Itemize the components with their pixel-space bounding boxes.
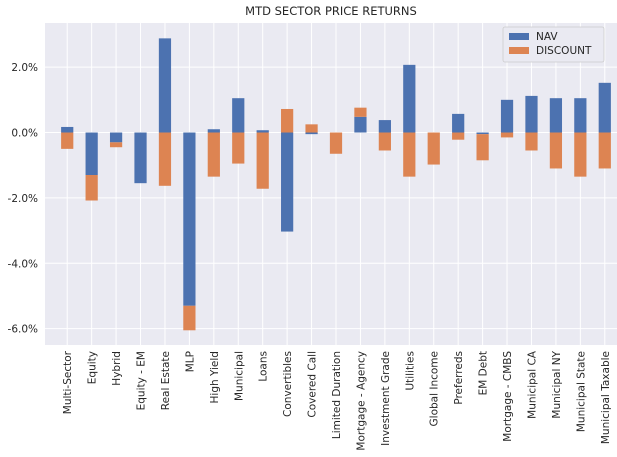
legend-label-nav: NAV <box>536 31 558 43</box>
y-tick-label: 0.0% <box>11 128 38 140</box>
y-tick-label: 2.0% <box>11 62 38 74</box>
bar-discount-municipal-ny <box>549 132 563 169</box>
bar-nav-equity-em <box>134 132 147 184</box>
x-tick-label: MLP <box>184 351 196 372</box>
bar-nav-equity <box>85 132 98 176</box>
bar-discount-loans <box>256 132 269 189</box>
bar-nav-municipal-taxable <box>598 82 611 133</box>
legend-label-discount: DISCOUNT <box>536 45 592 57</box>
bar-discount-municipal-ca <box>525 132 538 151</box>
y-axis-ticks: 2.0% 0.0% -2.0% -4.0% -6.0% <box>8 62 38 336</box>
bar-discount-investment-grade <box>378 132 391 151</box>
bar-discount-high-yield <box>207 132 220 177</box>
bar-discount-covered-call <box>305 124 318 133</box>
bar-nav-investment-grade <box>378 120 391 133</box>
bar-nav-municipal-state <box>574 98 587 133</box>
x-tick-label: Limited Duration <box>331 351 343 439</box>
x-tick-label: Global Income <box>429 351 441 426</box>
bar-discount-municipal <box>232 132 245 164</box>
bar-nav-high-yield <box>207 129 220 133</box>
x-tick-label: Hybrid <box>111 351 123 386</box>
x-tick-label: EM Debt <box>478 351 490 395</box>
bar-nav-utilities <box>403 64 416 133</box>
bar-discount-municipal-taxable <box>598 132 611 169</box>
bar-nav-mortgage-agency <box>354 116 367 133</box>
x-tick-label: Municipal CA <box>526 350 538 419</box>
legend: NAV DISCOUNT <box>502 26 605 63</box>
bar-nav-municipal-ny <box>549 98 563 133</box>
bar-discount-real-estate <box>158 132 172 186</box>
x-tick-label: Municipal State <box>575 351 587 432</box>
chart-title: MTD SECTOR PRICE RETURNS <box>245 4 417 18</box>
x-tick-label: Covered Call <box>307 351 319 418</box>
bar-discount-limited-duration <box>329 132 343 154</box>
x-tick-label: Mortgage - CMBS <box>502 351 514 442</box>
x-tick-label: Real Estate <box>160 351 172 410</box>
bar-discount-mortgage-agency <box>354 107 367 117</box>
bar-discount-multi-sector <box>61 132 74 149</box>
x-tick-label: Mortgage - Agency <box>355 351 367 451</box>
x-tick-label: Municipal Taxable <box>600 351 612 444</box>
legend-swatch-nav <box>509 33 529 40</box>
bar-nav-multi-sector <box>61 126 74 133</box>
y-tick-label: -6.0% <box>8 324 38 336</box>
x-tick-label: Equity - EM <box>136 351 148 410</box>
bar-discount-mlp <box>183 305 196 331</box>
x-tick-label: Multi-Sector <box>62 350 74 414</box>
x-tick-label: High Yield <box>209 351 221 403</box>
bar-discount-preferreds <box>452 132 465 140</box>
bar-discount-em-debt <box>476 134 489 161</box>
bar-discount-mortgage-cmbs <box>500 132 514 138</box>
bar-discount-convertibles <box>281 108 294 133</box>
bar-discount-utilities <box>403 132 416 177</box>
bar-discount-municipal-state <box>574 132 587 177</box>
x-tick-label: Utilities <box>404 351 416 391</box>
bar-nav-municipal-ca <box>525 95 538 133</box>
y-tick-label: -2.0% <box>8 193 38 205</box>
x-tick-label: Municipal <box>233 351 245 401</box>
bar-nav-covered-call <box>305 132 318 135</box>
bars <box>61 38 611 331</box>
legend-swatch-discount <box>509 47 529 54</box>
y-tick-label: -4.0% <box>8 258 38 270</box>
bar-nav-mortgage-cmbs <box>500 99 514 133</box>
bar-discount-equity <box>85 175 98 201</box>
bar-nav-preferreds <box>452 113 465 133</box>
bar-nav-municipal <box>232 98 245 133</box>
bar-nav-mlp <box>183 132 196 306</box>
bar-nav-loans <box>256 130 269 133</box>
bar-nav-convertibles <box>281 132 294 232</box>
x-tick-label: Convertibles <box>282 351 294 417</box>
x-tick-label: Investment Grade <box>380 351 392 446</box>
x-tick-label: Preferreds <box>453 351 465 405</box>
bar-nav-hybrid <box>109 132 123 143</box>
bar-discount-global-income <box>427 132 440 165</box>
x-tick-label: Equity <box>87 351 99 384</box>
bar-discount-hybrid <box>109 142 123 148</box>
x-tick-label: Loans <box>258 351 270 382</box>
bar-nav-em-debt <box>476 132 489 135</box>
bar-nav-real-estate <box>158 38 172 133</box>
x-tick-label: Municipal NY <box>551 350 563 418</box>
x-axis-ticks: Multi-Sector Equity Hybrid Equity - EM Real … <box>62 350 612 450</box>
